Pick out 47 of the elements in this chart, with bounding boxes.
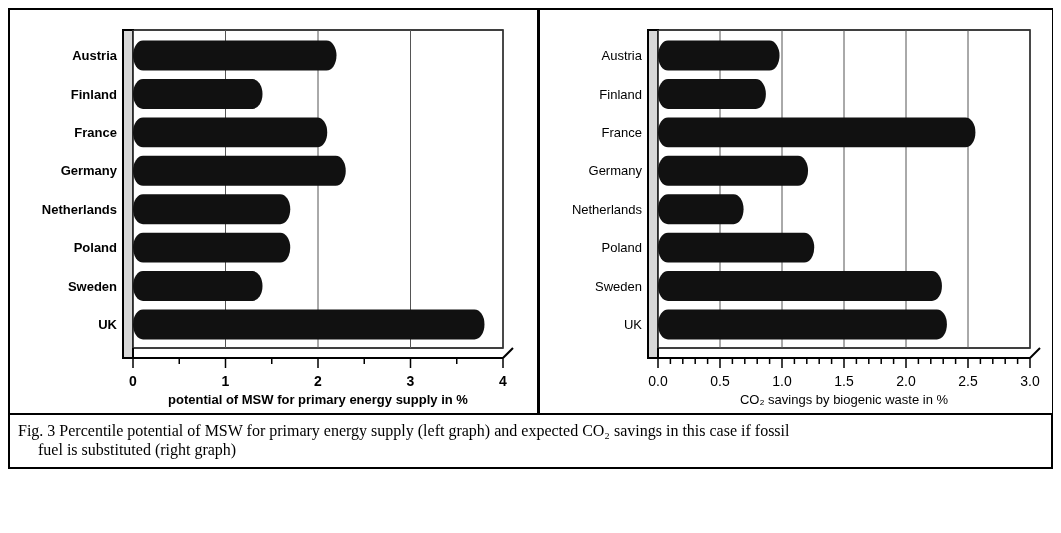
y-tick-label: UK (623, 316, 643, 332)
y-tick-label: Netherlands (571, 201, 643, 217)
bar (133, 155, 346, 186)
bar (133, 309, 485, 340)
y-tick-label: Sweden (595, 278, 642, 294)
bar (133, 79, 263, 109)
x-tick-label: 3 (406, 373, 415, 389)
bar (133, 194, 291, 225)
x-tick-label: 0.5 (710, 373, 730, 389)
bar (658, 155, 809, 186)
bar (658, 194, 744, 225)
bar (658, 40, 780, 71)
y-tick-label: Netherlands (41, 201, 117, 217)
y-tick-label: Poland (73, 240, 118, 256)
y-tick-label: Finland (599, 86, 642, 102)
y-tick-label: France (74, 124, 117, 140)
bar (658, 79, 766, 109)
y-tick-label: France (601, 124, 642, 140)
bar (658, 271, 942, 301)
bar (658, 232, 815, 263)
bar (658, 309, 947, 340)
x-tick-label: 4 (499, 373, 508, 389)
bar (658, 117, 976, 148)
x-tick-label: 0 (129, 373, 138, 389)
bar (133, 271, 263, 301)
bar (133, 117, 328, 148)
x-tick-label: 3.0 (1020, 373, 1040, 389)
y-tick-label: Austria (601, 48, 643, 64)
x-axis-title: CO₂ savings by biogenic waste in % (739, 392, 949, 407)
x-tick-label: 1 (221, 373, 230, 389)
x-tick-label: 2 (314, 373, 323, 389)
x-tick-label: 1.5 (834, 373, 854, 389)
caption: Fig. 3 Percentile potential of MSW for primary energy supply (left graph) and expected CO₂ savings in this case if fossil fuel is substituted (right graph) (18, 422, 791, 459)
y-tick-label: Germany (588, 163, 643, 179)
y-tick-label: Austria (72, 48, 118, 64)
x-tick-label: 1.0 (772, 373, 792, 389)
x-tick-label: 2.0 (896, 373, 916, 389)
x-axis-title: potential of MSW for primary energy supply in % (168, 392, 469, 407)
bar (133, 40, 337, 71)
y-tick-label: Sweden (67, 278, 118, 294)
bar (133, 232, 291, 263)
y-tick-label: Poland (601, 240, 642, 256)
y-tick-label: UK (98, 316, 118, 332)
x-tick-label: 0.0 (648, 373, 668, 389)
x-tick-label: 2.5 (958, 373, 978, 389)
y-tick-label: Finland (70, 86, 118, 102)
y-tick-label: Germany (60, 163, 118, 179)
